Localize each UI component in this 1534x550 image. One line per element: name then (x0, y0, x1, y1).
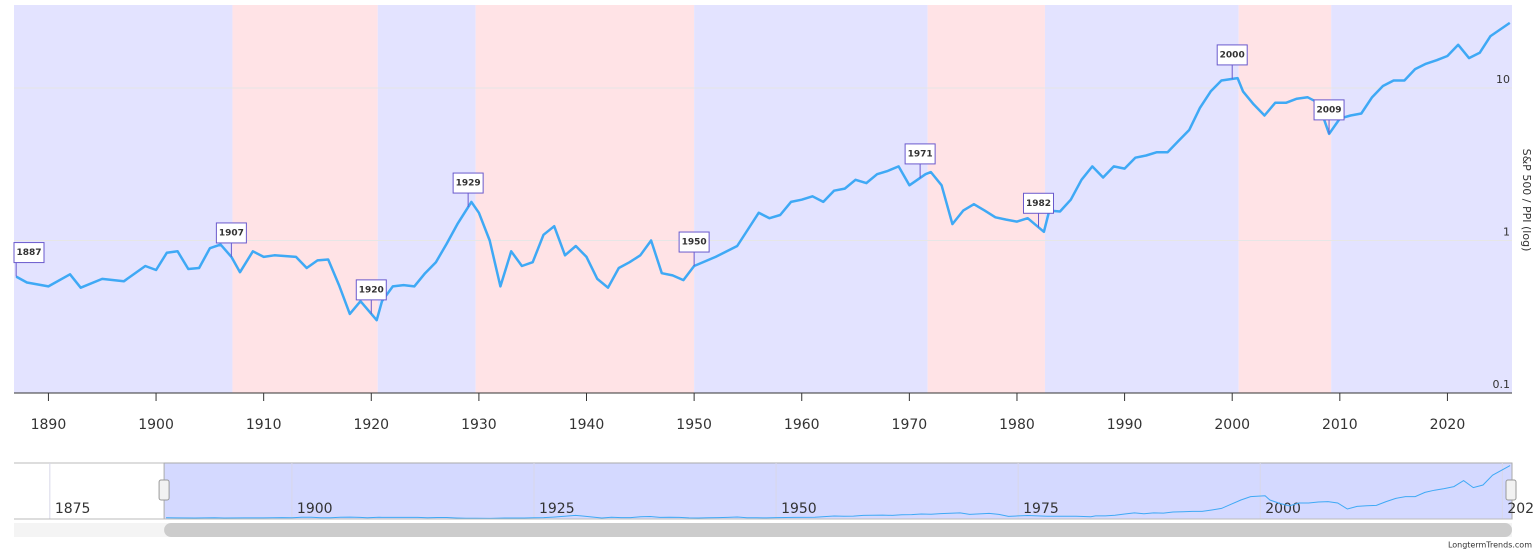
x-tick-label: 1930 (461, 417, 497, 433)
y-tick-label: 0.1 (1493, 378, 1511, 391)
flag-label: 1907 (219, 228, 244, 238)
y-tick-label: 10 (1496, 73, 1510, 86)
navigator-tick-label: 1875 (55, 501, 91, 517)
data-line (15, 21, 1511, 322)
x-tick-label: 1900 (138, 417, 174, 433)
flag-label: 1950 (682, 238, 707, 248)
flag-box (355, 279, 387, 301)
period-band (1238, 5, 1332, 393)
flag-box (452, 172, 484, 194)
navigator-tick-label: 2000 (1265, 501, 1301, 517)
period-band (1044, 5, 1239, 393)
x-tick-label: 2000 (1214, 417, 1250, 433)
navigator-tick-label: 1975 (1023, 501, 1059, 517)
x-tick-label: 1910 (246, 417, 282, 433)
flag-label: 2000 (1220, 50, 1245, 60)
flag-label: 1971 (908, 149, 933, 159)
navigator-selection (163, 462, 1513, 520)
flag-box (1216, 44, 1248, 66)
x-tick-label: 1990 (1107, 417, 1143, 433)
flag-box (1313, 99, 1345, 121)
x-tick-label: 1960 (784, 417, 820, 433)
x-tick-label: 2020 (1430, 417, 1466, 433)
flag-box (904, 143, 936, 165)
flag-label: 1887 (16, 248, 41, 258)
flag-box (1022, 192, 1054, 214)
x-tick-label: 1940 (569, 417, 605, 433)
navigator-tick-label: 2025 (1507, 501, 1534, 517)
period-band (14, 5, 233, 393)
y-axis-label: S&P 500 / PPI (log) (1520, 149, 1533, 252)
period-band (1331, 5, 1512, 393)
flag-box (215, 222, 247, 244)
scrollbar-thumb[interactable] (164, 523, 1513, 537)
period-band (475, 5, 695, 393)
flag-label: 1920 (359, 285, 384, 295)
x-tick-label: 1980 (999, 417, 1035, 433)
navigator-tick-label: 1925 (539, 501, 575, 517)
navigator-tick-label: 1900 (297, 501, 333, 517)
y-tick-label: 1 (1503, 225, 1510, 238)
navigator-tick-label: 1950 (781, 501, 817, 517)
credit: LongtermTrends.com (1448, 541, 1532, 550)
flag-label: 1929 (456, 179, 481, 189)
flag-label: 1982 (1026, 199, 1051, 209)
navigator-handle[interactable] (158, 479, 170, 501)
flag-box (678, 231, 710, 253)
x-tick-label: 1950 (676, 417, 712, 433)
flag-box (13, 242, 45, 264)
period-band (377, 5, 476, 393)
period-band (232, 5, 378, 393)
x-tick-label: 2010 (1322, 417, 1358, 433)
x-tick-label: 1970 (892, 417, 928, 433)
x-tick-label: 1890 (31, 417, 67, 433)
flag-label: 2009 (1317, 105, 1342, 115)
x-tick-label: 1920 (353, 417, 389, 433)
navigator-line (165, 465, 1511, 519)
navigator-handle[interactable] (1505, 479, 1517, 501)
period-band (694, 5, 928, 393)
